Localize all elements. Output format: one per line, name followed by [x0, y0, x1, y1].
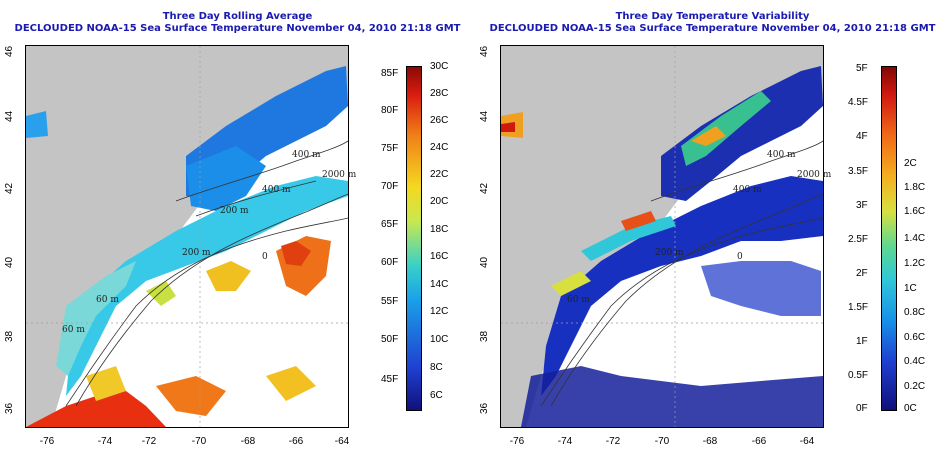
lon-tick-label: -66	[751, 436, 767, 447]
colorbar-f-label: 2.5F	[848, 234, 869, 245]
colorbar-c-label: 0.2C	[904, 381, 926, 392]
colorbar-c-label: 20C	[430, 196, 449, 207]
colorbar-c-label: 30C	[430, 61, 449, 72]
temperature-colorbar	[406, 66, 422, 411]
lon-tick-label: -72	[605, 436, 621, 447]
lon-tick-label: -74	[97, 436, 113, 447]
lon-tick-label: -72	[141, 436, 157, 447]
lat-tick-label: 38	[479, 330, 490, 342]
colorbar-f-label: 50F	[381, 334, 399, 345]
colorbar-f-label: 4F	[856, 131, 868, 142]
colorbar-f-label: 5F	[856, 63, 868, 74]
sst-average-map	[25, 45, 349, 428]
lat-tick-label: 46	[4, 45, 15, 57]
colorbar-c-label: 1C	[904, 283, 917, 294]
sst-average-panel: Three Day Rolling Average DECLOUDED NOAA…	[4, 11, 461, 447]
colorbar-f-label: 3F	[856, 200, 868, 211]
map-image	[26, 46, 348, 427]
colorbar-f-label: 1.5F	[848, 302, 869, 313]
colorbar-c-label: 1.2C	[904, 258, 926, 269]
colorbar-c-label: 22C	[430, 169, 449, 180]
colorbar-c-label: 0.8C	[904, 307, 926, 318]
lat-tick-label: 40	[4, 256, 15, 268]
lon-tick-label: -70	[654, 436, 670, 447]
panel-subtitle: DECLOUDED NOAA-15 Sea Surface Temperatur…	[14, 23, 461, 34]
colorbar-c-label: 1.8C	[904, 182, 926, 193]
colorbar-f-label: 85F	[381, 68, 399, 79]
lat-tick-label: 40	[479, 256, 490, 268]
lon-tick-label: -70	[191, 436, 207, 447]
colorbar-c-label: 8C	[430, 362, 443, 373]
colorbar-c-label: 12C	[430, 306, 449, 317]
lon-tick-label: -64	[799, 436, 815, 447]
lat-tick-label: 46	[479, 45, 490, 57]
colorbar-f-label: 1F	[856, 336, 868, 347]
map-image	[501, 46, 823, 427]
lat-tick-label: 42	[479, 182, 490, 194]
panel-subtitle: DECLOUDED NOAA-15 Sea Surface Temperatur…	[489, 23, 936, 34]
sst-variability-panel: Three Day Temperature Variability DECLOU…	[475, 0, 950, 475]
panel-title: Three Day Temperature Variability	[615, 11, 810, 22]
colorbar-f-label: 2F	[856, 268, 868, 279]
colorbar-c-label: 16C	[430, 251, 449, 262]
colorbar-c-label: 14C	[430, 279, 449, 290]
lat-tick-label: 36	[4, 402, 15, 414]
colorbar-f-label: 45F	[381, 374, 399, 385]
lon-tick-label: -66	[288, 436, 304, 447]
colorbar-c-label: 1.6C	[904, 206, 926, 217]
colorbar-c-label: 6C	[430, 390, 443, 401]
colorbar-f-label: 4.5F	[848, 97, 869, 108]
lon-tick-label: -74	[557, 436, 573, 447]
colorbar-f-label: 3.5F	[848, 166, 869, 177]
variability-colorbar	[881, 66, 897, 411]
lon-tick-label: -64	[334, 436, 350, 447]
colorbar-c-label: 0.6C	[904, 332, 926, 343]
colorbar-f-label: 75F	[381, 143, 399, 154]
panel-title: Three Day Rolling Average	[162, 11, 313, 22]
colorbar-c-label: 0.4C	[904, 356, 926, 367]
lat-tick-label: 36	[479, 402, 490, 414]
colorbar-c-label: 1.4C	[904, 233, 926, 244]
colorbar-c-label: 28C	[430, 88, 449, 99]
colorbar-f-label: 65F	[381, 219, 399, 230]
colorbar-c-label: 2C	[904, 158, 917, 169]
lon-tick-label: -68	[702, 436, 718, 447]
colorbar-c-label: 24C	[430, 142, 449, 153]
lon-tick-label: -76	[509, 436, 525, 447]
lat-tick-label: 42	[4, 182, 15, 194]
lon-tick-label: -76	[39, 436, 55, 447]
colorbar-c-label: 0C	[904, 403, 917, 414]
colorbar-f-label: 0.5F	[848, 370, 869, 381]
colorbar-f-label: 80F	[381, 105, 399, 116]
sst-variability-map	[500, 45, 824, 428]
lat-tick-label: 44	[4, 110, 15, 122]
lon-tick-label: -68	[240, 436, 256, 447]
colorbar-f-label: 0F	[856, 403, 868, 414]
colorbar-f-label: 70F	[381, 181, 399, 192]
colorbar-c-label: 18C	[430, 224, 449, 235]
colorbar-c-label: 10C	[430, 334, 449, 345]
lat-tick-label: 38	[4, 330, 15, 342]
lat-tick-label: 44	[479, 110, 490, 122]
colorbar-f-label: 55F	[381, 296, 399, 307]
colorbar-f-label: 60F	[381, 257, 399, 268]
colorbar-c-label: 26C	[430, 115, 449, 126]
